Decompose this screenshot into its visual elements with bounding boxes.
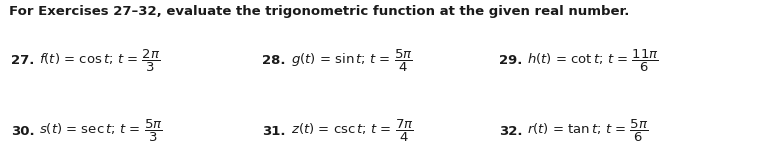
Text: $r(t)$ = tan$\,t$; $t$ = $\dfrac{5\pi}{6}$: $r(t)$ = tan$\,t$; $t$ = $\dfrac{5\pi}{6…	[527, 118, 648, 144]
Text: 31.: 31.	[263, 125, 286, 138]
Text: For Exercises 27–32, evaluate the trigonometric function at the given real numbe: For Exercises 27–32, evaluate the trigon…	[9, 5, 629, 18]
Text: 32.: 32.	[499, 125, 523, 138]
Text: $z(t)$ = csc$\,t$; $t$ = $\dfrac{7\pi}{4}$: $z(t)$ = csc$\,t$; $t$ = $\dfrac{7\pi}{4…	[290, 118, 413, 144]
Text: $s(t)$ = sec$\,t$; $t$ = $\dfrac{5\pi}{3}$: $s(t)$ = sec$\,t$; $t$ = $\dfrac{5\pi}{3…	[39, 118, 162, 144]
Text: $g(t)$ = sin$\,t$; $t$ = $\dfrac{5\pi}{4}$: $g(t)$ = sin$\,t$; $t$ = $\dfrac{5\pi}{4…	[290, 48, 412, 74]
Text: 30.: 30.	[11, 125, 35, 138]
Text: 29.: 29.	[499, 54, 522, 67]
Text: $f(t)$ = cos$\,t$; $t$ = $\dfrac{2\pi}{3}$: $f(t)$ = cos$\,t$; $t$ = $\dfrac{2\pi}{3…	[39, 48, 160, 74]
Text: $h(t)$ = cot$\,t$; $t$ = $\dfrac{11\pi}{6}$: $h(t)$ = cot$\,t$; $t$ = $\dfrac{11\pi}{…	[527, 48, 659, 74]
Text: 28.: 28.	[263, 54, 286, 67]
Text: 27.: 27.	[11, 54, 35, 67]
